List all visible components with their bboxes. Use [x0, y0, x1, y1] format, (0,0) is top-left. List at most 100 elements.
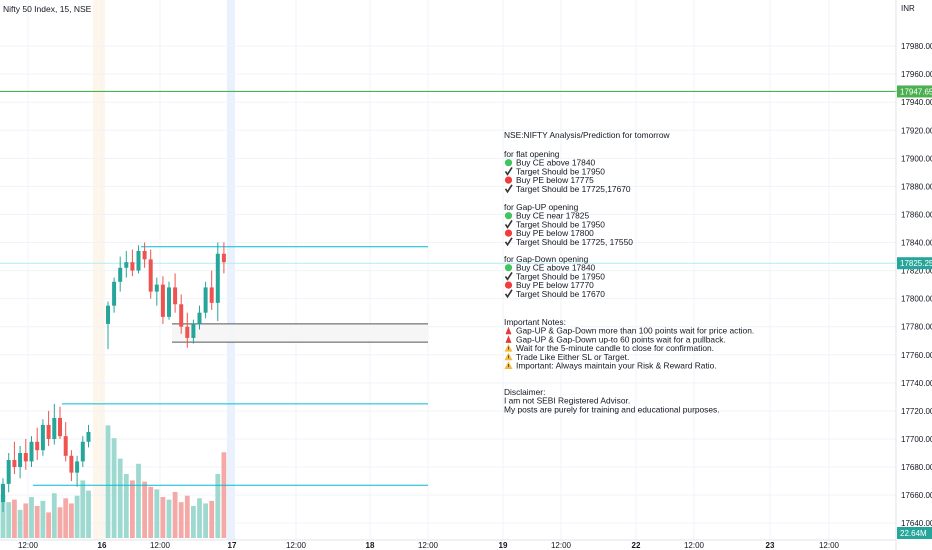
volume-bars	[0, 425, 227, 538]
candle[interactable]	[1, 483, 5, 503]
price-label: 17825.25	[900, 259, 932, 268]
price-tick-label: 17740.00	[901, 379, 932, 388]
price-tick-label: 17840.00	[901, 239, 932, 248]
candle[interactable]	[80, 441, 85, 462]
notes-line: Trade Like Either SL or Target.	[516, 352, 629, 362]
red-triangle-icon	[505, 335, 512, 343]
candle[interactable]	[112, 281, 117, 306]
notes-line: Buy PE below 17800	[516, 228, 594, 238]
candle[interactable]	[130, 262, 135, 271]
level-lines[interactable]	[0, 90, 932, 486]
volume-badge[interactable]	[897, 527, 932, 539]
notes-section-title: Important Notes:	[504, 317, 566, 327]
candle[interactable]	[160, 284, 165, 317]
notes-section-title: for flat opening	[504, 149, 560, 159]
candle[interactable]	[40, 424, 45, 451]
analysis-notes: NSE:NIFTY Analysis/Prediction for tomorr…	[504, 130, 754, 414]
price-tick-label: 17700.00	[901, 435, 932, 444]
candle[interactable]	[142, 250, 147, 260]
candles[interactable]	[1, 242, 226, 512]
volume-bar	[34, 506, 40, 538]
candle[interactable]	[185, 326, 190, 338]
price-tick-label: 17920.00	[901, 126, 932, 135]
candle[interactable]	[23, 453, 28, 462]
volume-bar	[172, 491, 178, 538]
check-icon	[504, 166, 513, 176]
candle[interactable]	[203, 287, 208, 313]
volume-bar	[117, 458, 123, 538]
price-tick-label: 17680.00	[901, 463, 932, 472]
volume-bar	[148, 486, 154, 538]
volume-bar	[6, 502, 12, 538]
volume-bar	[136, 463, 141, 538]
currency-label: INR	[901, 4, 915, 13]
price-label-badge[interactable]	[897, 85, 932, 98]
volume-badge-label: 22.64M	[900, 529, 927, 538]
volume-bar	[74, 495, 80, 538]
check-icon	[504, 219, 513, 229]
candle[interactable]	[86, 431, 91, 442]
price-tick-label: 17780.00	[901, 323, 932, 332]
candle[interactable]	[12, 460, 17, 468]
grid	[0, 0, 896, 540]
time-tick-label: 12:00	[286, 541, 307, 550]
candle[interactable]	[118, 267, 123, 282]
price-tick-label: 17640.00	[901, 519, 932, 528]
check-icon	[504, 237, 513, 247]
candle[interactable]	[63, 436, 68, 456]
volume-bar	[86, 490, 91, 538]
candle[interactable]	[18, 453, 23, 468]
candle[interactable]	[124, 262, 129, 268]
candle[interactable]	[173, 287, 178, 305]
candle[interactable]	[209, 287, 214, 303]
candle[interactable]	[46, 424, 51, 439]
volume-bar	[123, 474, 129, 538]
candle[interactable]	[58, 417, 62, 437]
green-circle-icon	[504, 159, 513, 167]
candle[interactable]	[35, 441, 40, 451]
time-tick-label: 12:00	[150, 541, 171, 550]
candle[interactable]	[52, 417, 57, 439]
time-tick-label: 12:00	[684, 541, 705, 550]
volume-bar	[40, 500, 46, 538]
time-axis[interactable]: 12:00 16 12:00 17 12:00 18 12:00 19 12:00 22 12:00…	[0, 539, 896, 550]
candle[interactable]	[154, 284, 159, 292]
candle[interactable]	[29, 441, 34, 462]
check-icon	[504, 271, 513, 281]
red-circle-icon	[504, 229, 513, 237]
candle[interactable]	[6, 460, 11, 484]
volume-bar	[57, 507, 63, 538]
notes-section-title: for Gap-Down opening	[504, 254, 589, 264]
price-label-badge[interactable]	[897, 257, 932, 270]
price-tick-label: 17960.00	[901, 70, 932, 79]
price-axis[interactable]: 17640.00 17660.00 17680.00 17700.00 17720.00…	[895, 0, 932, 550]
notes-line: Target Should be 17725, 17550	[516, 237, 633, 247]
candle[interactable]	[106, 305, 110, 324]
candle[interactable]	[179, 304, 184, 327]
candle[interactable]	[75, 461, 80, 473]
candle[interactable]	[167, 287, 171, 317]
time-tick-label: 12:00	[18, 541, 39, 550]
volume-bar	[80, 480, 86, 538]
volume-bar	[203, 503, 208, 538]
volume-bar	[130, 480, 135, 538]
price-tick-label: 17800.00	[901, 295, 932, 304]
price-tick-label: 17720.00	[901, 407, 932, 416]
notes-line: My posts are purely for training and edu…	[504, 404, 720, 414]
session-highlight-right	[227, 0, 235, 540]
candle[interactable]	[215, 253, 220, 303]
red-circle-icon	[504, 176, 513, 184]
volume-bar	[215, 474, 221, 538]
volume-bar	[23, 503, 29, 538]
time-tick-label: 18	[366, 541, 375, 550]
candle[interactable]	[69, 455, 74, 473]
candle[interactable]	[136, 250, 141, 271]
candle[interactable]	[148, 259, 153, 292]
range-box	[172, 323, 428, 343]
notes-line: Gap-UP & Gap-Down up-to 60 points wait f…	[516, 334, 726, 344]
candle[interactable]	[191, 323, 196, 338]
candle[interactable]	[221, 253, 226, 263]
volume-bar	[111, 438, 117, 538]
candle[interactable]	[197, 312, 202, 324]
